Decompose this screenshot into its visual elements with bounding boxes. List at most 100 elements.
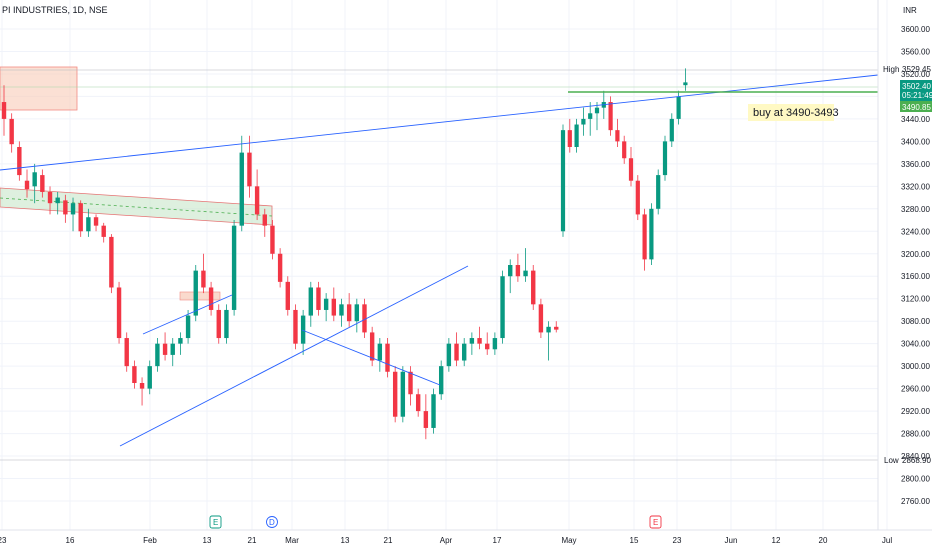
price-tick-label: 2840.00	[901, 452, 930, 461]
candle-body	[93, 217, 99, 226]
earnings-marker-2[interactable]: E	[649, 515, 662, 529]
candle	[354, 298, 360, 333]
candle-body	[346, 304, 352, 322]
candle	[454, 332, 459, 367]
candle	[628, 147, 634, 187]
candle	[377, 338, 383, 372]
candle	[554, 321, 559, 333]
date-tick-label: 15	[630, 536, 639, 545]
candle	[93, 214, 99, 232]
price-tick-label: 3440.00	[901, 115, 930, 124]
candle	[523, 248, 528, 282]
candle	[55, 191, 60, 215]
dividend-marker[interactable]: D	[266, 516, 278, 528]
candle-body	[339, 304, 344, 316]
candle-body	[139, 383, 145, 389]
candle	[254, 169, 260, 221]
date-tick-label: 13	[203, 536, 212, 545]
annotation-box	[748, 104, 834, 121]
candles	[1, 68, 688, 440]
candle	[178, 332, 183, 355]
high-label: High	[883, 65, 899, 74]
candle-body	[454, 343, 459, 361]
last-price-tag	[900, 80, 932, 101]
candle	[270, 220, 275, 260]
candle	[446, 338, 452, 372]
candle	[400, 366, 406, 423]
resistance-zone	[0, 66, 78, 111]
candle-body	[147, 366, 152, 389]
candle-body	[523, 270, 528, 277]
candle	[116, 281, 122, 344]
candle-body	[86, 217, 91, 232]
candle-body	[669, 118, 674, 142]
candle-body	[247, 152, 252, 187]
candle-body	[124, 338, 129, 367]
candle-body	[415, 394, 421, 412]
upper-trendline	[0, 74, 879, 171]
candle-body	[469, 338, 475, 344]
candle	[63, 194, 68, 223]
candle-body	[581, 118, 586, 125]
candle-body	[254, 186, 260, 215]
candle	[339, 298, 344, 327]
candle-body	[101, 225, 106, 237]
candle	[485, 332, 490, 355]
support-price-tag	[900, 101, 932, 112]
candle	[408, 366, 413, 406]
price-tick-label: 3600.00	[901, 25, 930, 34]
candle	[581, 107, 586, 136]
date-tick-label: May	[561, 536, 576, 545]
candle-body	[642, 214, 647, 260]
candle-body	[32, 172, 37, 187]
candle	[277, 248, 283, 288]
support-price-value: 3490.85	[902, 103, 931, 112]
date-tick-label: 17	[493, 536, 502, 545]
time-axis: 23 16 Feb 13 21 Mar 13 21 Apr 17 May 15 23 Jun 12 20 Jul	[0, 536, 892, 545]
candle-body	[323, 298, 329, 310]
candle	[308, 281, 313, 327]
countdown-value: 05:21:49	[902, 91, 932, 100]
candle-body	[116, 287, 122, 339]
candle	[662, 135, 668, 181]
date-tick-label: Jul	[882, 536, 892, 545]
candle-body	[538, 304, 544, 333]
currency-label: INR	[903, 6, 917, 15]
price-tick-label: 3080.00	[901, 317, 930, 326]
candle-body	[485, 343, 490, 350]
candle-body	[109, 236, 114, 288]
candle-body	[293, 309, 298, 344]
candle-body	[1, 102, 7, 119]
candle	[608, 96, 613, 136]
candle	[331, 287, 337, 322]
candle	[1, 85, 7, 136]
candle-body	[70, 203, 76, 215]
candle-body	[546, 326, 551, 333]
candle	[642, 208, 647, 271]
candle	[560, 124, 566, 237]
candle	[385, 338, 390, 378]
candle	[193, 265, 198, 322]
candle-body	[622, 141, 627, 159]
high-value: 3529.45	[902, 65, 931, 74]
candle	[101, 222, 106, 243]
candle-body	[408, 371, 413, 395]
candle-body	[662, 141, 668, 176]
candle-body	[185, 315, 191, 339]
candle-body	[201, 270, 206, 288]
candle	[588, 102, 593, 136]
candle-body	[362, 304, 367, 333]
candle	[431, 388, 436, 434]
candle-body	[423, 411, 429, 428]
candle	[462, 338, 467, 367]
earnings-marker-1[interactable]: E	[209, 515, 222, 529]
candle	[567, 118, 572, 153]
candle-body	[446, 343, 452, 367]
candle-body	[635, 180, 640, 215]
candle	[469, 332, 475, 355]
candle	[262, 208, 267, 237]
candle-body	[300, 315, 306, 344]
candle-body	[155, 343, 160, 367]
candle-body	[316, 287, 321, 310]
